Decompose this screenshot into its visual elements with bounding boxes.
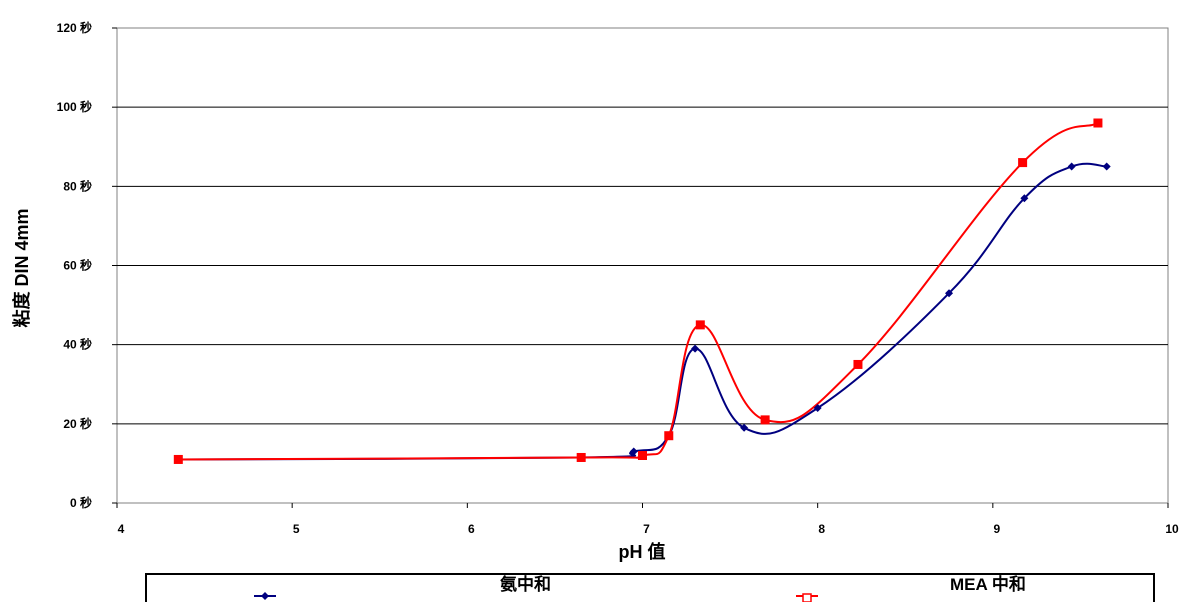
data-point-series-1 [740, 423, 749, 432]
data-point-series-2 [1018, 158, 1028, 168]
y-tick-label: 60 秒 [63, 258, 92, 273]
y-tick-label: 100 秒 [57, 99, 92, 114]
data-point-series-1 [691, 344, 700, 353]
data-point-series-2 [638, 451, 647, 460]
data-point-series-2 [576, 452, 586, 462]
data-point-series-1 [945, 289, 954, 298]
legend-box [145, 573, 1155, 602]
x-tick-label: 10 [1165, 522, 1179, 536]
legend-swatch-marker [261, 592, 269, 600]
y-tick-label: 80 秒 [63, 178, 92, 193]
data-point-series-2 [1093, 118, 1103, 128]
y-tick-label: 20 秒 [63, 416, 92, 431]
gridlines [117, 106, 1168, 425]
y-tick-label: 120 秒 [57, 20, 92, 35]
legend-label: 氨中和 [500, 574, 551, 594]
x-tick-label: 6 [468, 522, 475, 536]
x-tick-label: 7 [643, 522, 650, 536]
data-point-series-2 [695, 320, 705, 330]
data-point-series-1 [1067, 162, 1076, 171]
data-markers [173, 118, 1111, 464]
legend-label: MEA 中和 [950, 574, 1026, 594]
legend: 氨中和 MEA 中和 [145, 573, 1155, 602]
y-tick-label: 0 秒 [70, 495, 92, 510]
y-axis-title: 粘度 DIN 4mm [11, 208, 32, 327]
data-point-series-1 [813, 404, 822, 412]
axes: 0 秒 20 秒 40 秒 60 秒 80 秒 100 秒 120 秒 4 5 6 7 8 9 10 [57, 20, 1179, 536]
data-point-series-2 [760, 415, 770, 425]
x-axis-title: pH 值 [619, 541, 666, 562]
x-tick-label: 9 [993, 522, 1000, 536]
data-point-series-1 [1020, 194, 1029, 203]
x-tick-label: 4 [118, 522, 125, 536]
legend-swatch-marker [802, 593, 812, 602]
data-point-series-2 [853, 359, 863, 369]
data-point-series-1 [629, 447, 638, 456]
x-tick-label: 5 [293, 522, 300, 536]
data-point-series-2 [173, 454, 183, 464]
data-point-series-2 [664, 431, 674, 441]
data-point-series-1 [1102, 162, 1111, 171]
y-tick-label: 40 秒 [63, 337, 92, 352]
x-tick-label: 8 [818, 522, 825, 536]
